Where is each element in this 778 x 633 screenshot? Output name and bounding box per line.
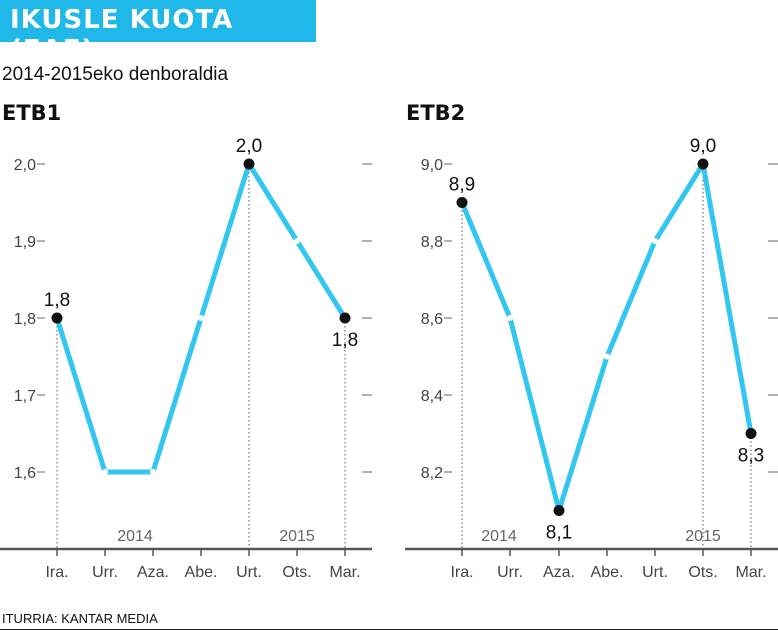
data-label: 8,1 bbox=[546, 523, 572, 544]
chart-title-etb2: ETB2 bbox=[406, 101, 466, 125]
year-label: 2015 bbox=[685, 528, 721, 545]
year-label: 2014 bbox=[481, 528, 517, 545]
y-tick-label: 8,4 bbox=[421, 388, 443, 405]
x-tick-label: Mar. bbox=[329, 564, 360, 581]
data-point-marker bbox=[243, 158, 255, 170]
source-note: ITURRIA: KANTAR MEDIA bbox=[2, 611, 158, 626]
page-title: IKUSLE KUOTA (EAE) bbox=[10, 5, 234, 65]
data-point-dot bbox=[150, 469, 156, 475]
y-tick-label: 1,9 bbox=[14, 234, 36, 251]
data-label: 8,3 bbox=[738, 446, 764, 467]
page-subtitle: 2014-2015eko denboraldia bbox=[2, 64, 229, 85]
data-point-dot bbox=[507, 315, 513, 321]
data-point-dot bbox=[294, 238, 300, 244]
y-tick-label: 1,6 bbox=[14, 465, 36, 482]
x-tick-label: Ots. bbox=[282, 564, 311, 581]
y-tick-label: 1,7 bbox=[14, 388, 36, 405]
data-point-dot bbox=[102, 469, 108, 475]
y-tick-label: 1,8 bbox=[14, 311, 36, 328]
data-point-marker bbox=[745, 428, 757, 439]
chart-title-etb1: ETB1 bbox=[2, 101, 62, 125]
x-tick-label: Urr. bbox=[92, 564, 118, 581]
x-tick-label: Ots. bbox=[688, 564, 717, 581]
chart-etb2: 8,2 8,4 8,6 8,8 9,0 2014 2015 Ira. Urr. Aza. Abe. U… bbox=[405, 136, 778, 581]
y-tick-label: 9,0 bbox=[421, 157, 443, 174]
x-tick-label: Abe. bbox=[185, 564, 218, 581]
data-point-marker bbox=[456, 197, 468, 208]
data-point-marker bbox=[339, 312, 351, 324]
y-tick-label: 2,0 bbox=[14, 157, 36, 174]
data-label: 9,0 bbox=[690, 136, 716, 157]
x-tick-label: Aza. bbox=[543, 564, 575, 581]
data-label: 1,8 bbox=[44, 290, 70, 311]
x-tick-label: Urr. bbox=[497, 564, 523, 581]
year-label: 2014 bbox=[117, 528, 153, 545]
x-tick-label: Ira. bbox=[450, 564, 473, 581]
x-tick-label: Urt. bbox=[236, 564, 262, 581]
x-tick-label: Urt. bbox=[642, 564, 668, 581]
data-point-marker bbox=[51, 312, 63, 324]
source-divider bbox=[0, 629, 778, 630]
series-line bbox=[459, 161, 754, 513]
data-point-dot bbox=[652, 238, 658, 244]
year-label: 2015 bbox=[279, 528, 315, 545]
data-label: 1,8 bbox=[332, 330, 358, 351]
x-tick-label: Abe. bbox=[591, 564, 624, 581]
y-tick-label: 8,2 bbox=[421, 465, 443, 482]
data-point-marker bbox=[697, 158, 709, 170]
data-point-dot bbox=[198, 315, 204, 321]
chart-etb1: 1,6 1,7 1,8 1,9 2,0 2014 2015 Ira. Urr. Aza. Abe. U… bbox=[0, 136, 372, 581]
data-point-marker bbox=[553, 505, 565, 516]
data-label: 8,9 bbox=[449, 175, 475, 196]
y-tick-label: 8,8 bbox=[421, 234, 443, 251]
data-point-dot bbox=[604, 353, 610, 360]
x-tick-label: Aza. bbox=[137, 564, 169, 581]
data-label: 2,0 bbox=[236, 136, 262, 157]
y-tick-label: 8,6 bbox=[421, 311, 443, 328]
header-banner: IKUSLE KUOTA (EAE) bbox=[0, 0, 316, 65]
x-tick-label: Mar. bbox=[735, 564, 766, 581]
x-tick-label: Ira. bbox=[45, 564, 68, 581]
